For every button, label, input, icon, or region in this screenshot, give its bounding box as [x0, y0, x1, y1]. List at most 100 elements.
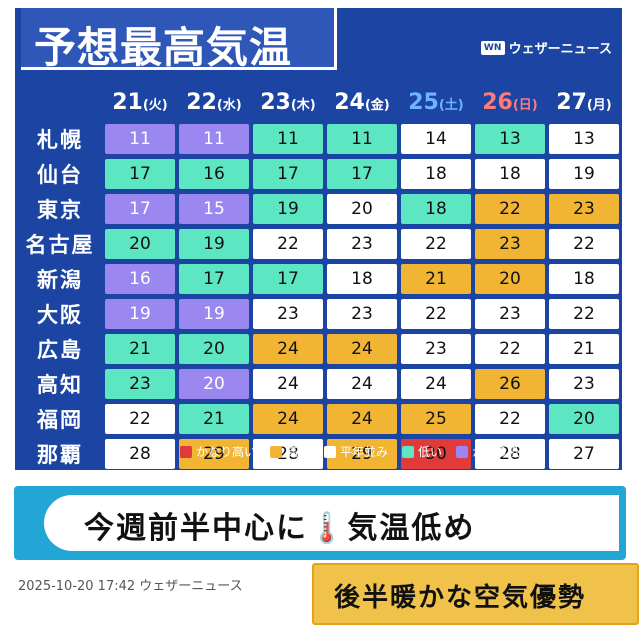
- temperature-cell: 22: [105, 404, 175, 434]
- day-header: 26(日): [482, 89, 538, 115]
- temperature-cell: 21: [105, 334, 175, 364]
- legend-swatch: [402, 445, 415, 458]
- day-header: 23(木): [260, 89, 316, 115]
- subheadline-text: 後半暖かな空気優勢: [334, 583, 587, 613]
- day-header: 24(金): [334, 89, 390, 115]
- temperature-cell: 28: [253, 439, 323, 469]
- temperature-cell: 18: [401, 194, 471, 224]
- title-box: [21, 8, 337, 70]
- legend-item: かなり低い: [456, 443, 532, 460]
- brand-name: ウェザーニュース: [508, 42, 612, 57]
- temperature-cell: 22: [401, 299, 471, 329]
- temperature-cell: 23: [475, 229, 545, 259]
- temperature-cell: 22: [475, 334, 545, 364]
- temperature-cell: 17: [253, 264, 323, 294]
- day-header: 27(月): [556, 89, 612, 115]
- temperature-cell: 18: [549, 264, 619, 294]
- city-label: 新潟: [37, 268, 83, 292]
- temperature-cell: 23: [327, 299, 397, 329]
- table-row: 仙台 17 16 17 17 18 18 19: [19, 159, 619, 189]
- temperature-cell: 18: [475, 159, 545, 189]
- header-row: 21(火) 22(水) 23(木) 24(金) 25(土) 26(日) 27(月…: [19, 85, 619, 119]
- temperature-cell: 24: [327, 369, 397, 399]
- temperature-cell: 23: [475, 299, 545, 329]
- legend-item: 平年並み: [324, 443, 388, 460]
- temperature-cell: 26: [475, 369, 545, 399]
- legend-swatch: [270, 445, 283, 458]
- legend-item: かなり高い: [180, 443, 256, 460]
- legend-swatch: [456, 445, 469, 458]
- temperature-cell: 11: [253, 124, 323, 154]
- temperature-cell: 18: [401, 159, 471, 189]
- table-row: 広島 21 20 24 24 23 22 21: [19, 334, 619, 364]
- headline-inner: 今週前半中心に🌡️気温低め: [44, 495, 619, 551]
- temperature-cell: 23: [105, 369, 175, 399]
- brand: WN ウェザーニュース: [480, 38, 612, 57]
- weathernews-logo-icon: WN: [480, 40, 505, 55]
- temperature-cell: 13: [549, 124, 619, 154]
- table-row: 福岡 22 21 24 24 25 22 20: [19, 404, 619, 434]
- temperature-cell: 11: [105, 124, 175, 154]
- temperature-cell: 22: [401, 229, 471, 259]
- table-row: 東京 17 15 19 20 18 22 23: [19, 194, 619, 224]
- city-label: 高知: [37, 373, 83, 397]
- temperature-cell: 17: [327, 159, 397, 189]
- headline-banner: 今週前半中心に🌡️気温低め: [14, 486, 626, 560]
- corner-cell: [19, 85, 101, 119]
- temperature-cell: 23: [401, 334, 471, 364]
- city-label: 東京: [37, 198, 83, 222]
- temperature-cell: 23: [327, 229, 397, 259]
- city-label: 那覇: [37, 443, 83, 467]
- table-row: 大阪 19 19 23 23 22 23 22: [19, 299, 619, 329]
- temperature-cell: 14: [401, 124, 471, 154]
- table-row: 新潟 16 17 17 18 21 20 18: [19, 264, 619, 294]
- temperature-cell: 20: [179, 369, 249, 399]
- temperature-cell: 16: [105, 264, 175, 294]
- temperature-cell: 20: [179, 334, 249, 364]
- legend-swatch: [180, 445, 192, 458]
- city-label: 福岡: [37, 408, 83, 432]
- table-row: 名古屋 20 19 22 23 22 23 22: [19, 229, 619, 259]
- page-title: 予想最高気温: [34, 23, 293, 72]
- temperature-cell: 24: [253, 404, 323, 434]
- temperature-cell: 19: [179, 299, 249, 329]
- table-row: 札幌 11 11 11 11 14 13 13: [19, 124, 619, 154]
- temperature-cell: 23: [549, 194, 619, 224]
- temperature-cell: 24: [327, 404, 397, 434]
- temperature-cell: 13: [475, 124, 545, 154]
- day-header: 21(火): [112, 89, 168, 115]
- temperature-cell: 27: [549, 439, 619, 469]
- temperature-cell: 16: [179, 159, 249, 189]
- city-label: 大阪: [37, 303, 83, 327]
- temperature-cell: 24: [327, 334, 397, 364]
- temperature-cell: 17: [253, 159, 323, 189]
- temperature-cell: 28: [475, 439, 545, 469]
- temperature-cell: 22: [253, 229, 323, 259]
- city-label: 広島: [37, 338, 83, 362]
- temperature-cell: 18: [327, 264, 397, 294]
- temperature-cell: 17: [105, 194, 175, 224]
- temperature-cell: 25: [401, 404, 471, 434]
- temperature-cell: 23: [253, 299, 323, 329]
- table-row: 高知 23 20 24 24 24 26 23: [19, 369, 619, 399]
- subheadline-box: 後半暖かな空気優勢: [312, 563, 639, 625]
- temperature-cell: 20: [105, 229, 175, 259]
- temperature-cell: 22: [549, 229, 619, 259]
- day-header: 22(水): [186, 89, 242, 115]
- temperature-cell: 28: [105, 439, 175, 469]
- temperature-cell: 24: [401, 369, 471, 399]
- legend-item: 低い: [402, 443, 442, 460]
- timestamp: 2025-10-20 17:42 ウェザーニュース: [18, 579, 243, 594]
- city-label: 名古屋: [25, 233, 95, 257]
- temperature-cell: 22: [475, 194, 545, 224]
- legend-swatch: [324, 445, 337, 458]
- temperature-cell: 29: [327, 439, 397, 469]
- temperature-cell: 23: [549, 369, 619, 399]
- temperature-cell: 19: [549, 159, 619, 189]
- temperature-cell: 19: [179, 229, 249, 259]
- temperature-cell: 19: [105, 299, 175, 329]
- temperature-cell: 21: [179, 404, 249, 434]
- temperature-cell: 22: [475, 404, 545, 434]
- temperature-cell: 17: [179, 264, 249, 294]
- temperature-cell: 20: [475, 264, 545, 294]
